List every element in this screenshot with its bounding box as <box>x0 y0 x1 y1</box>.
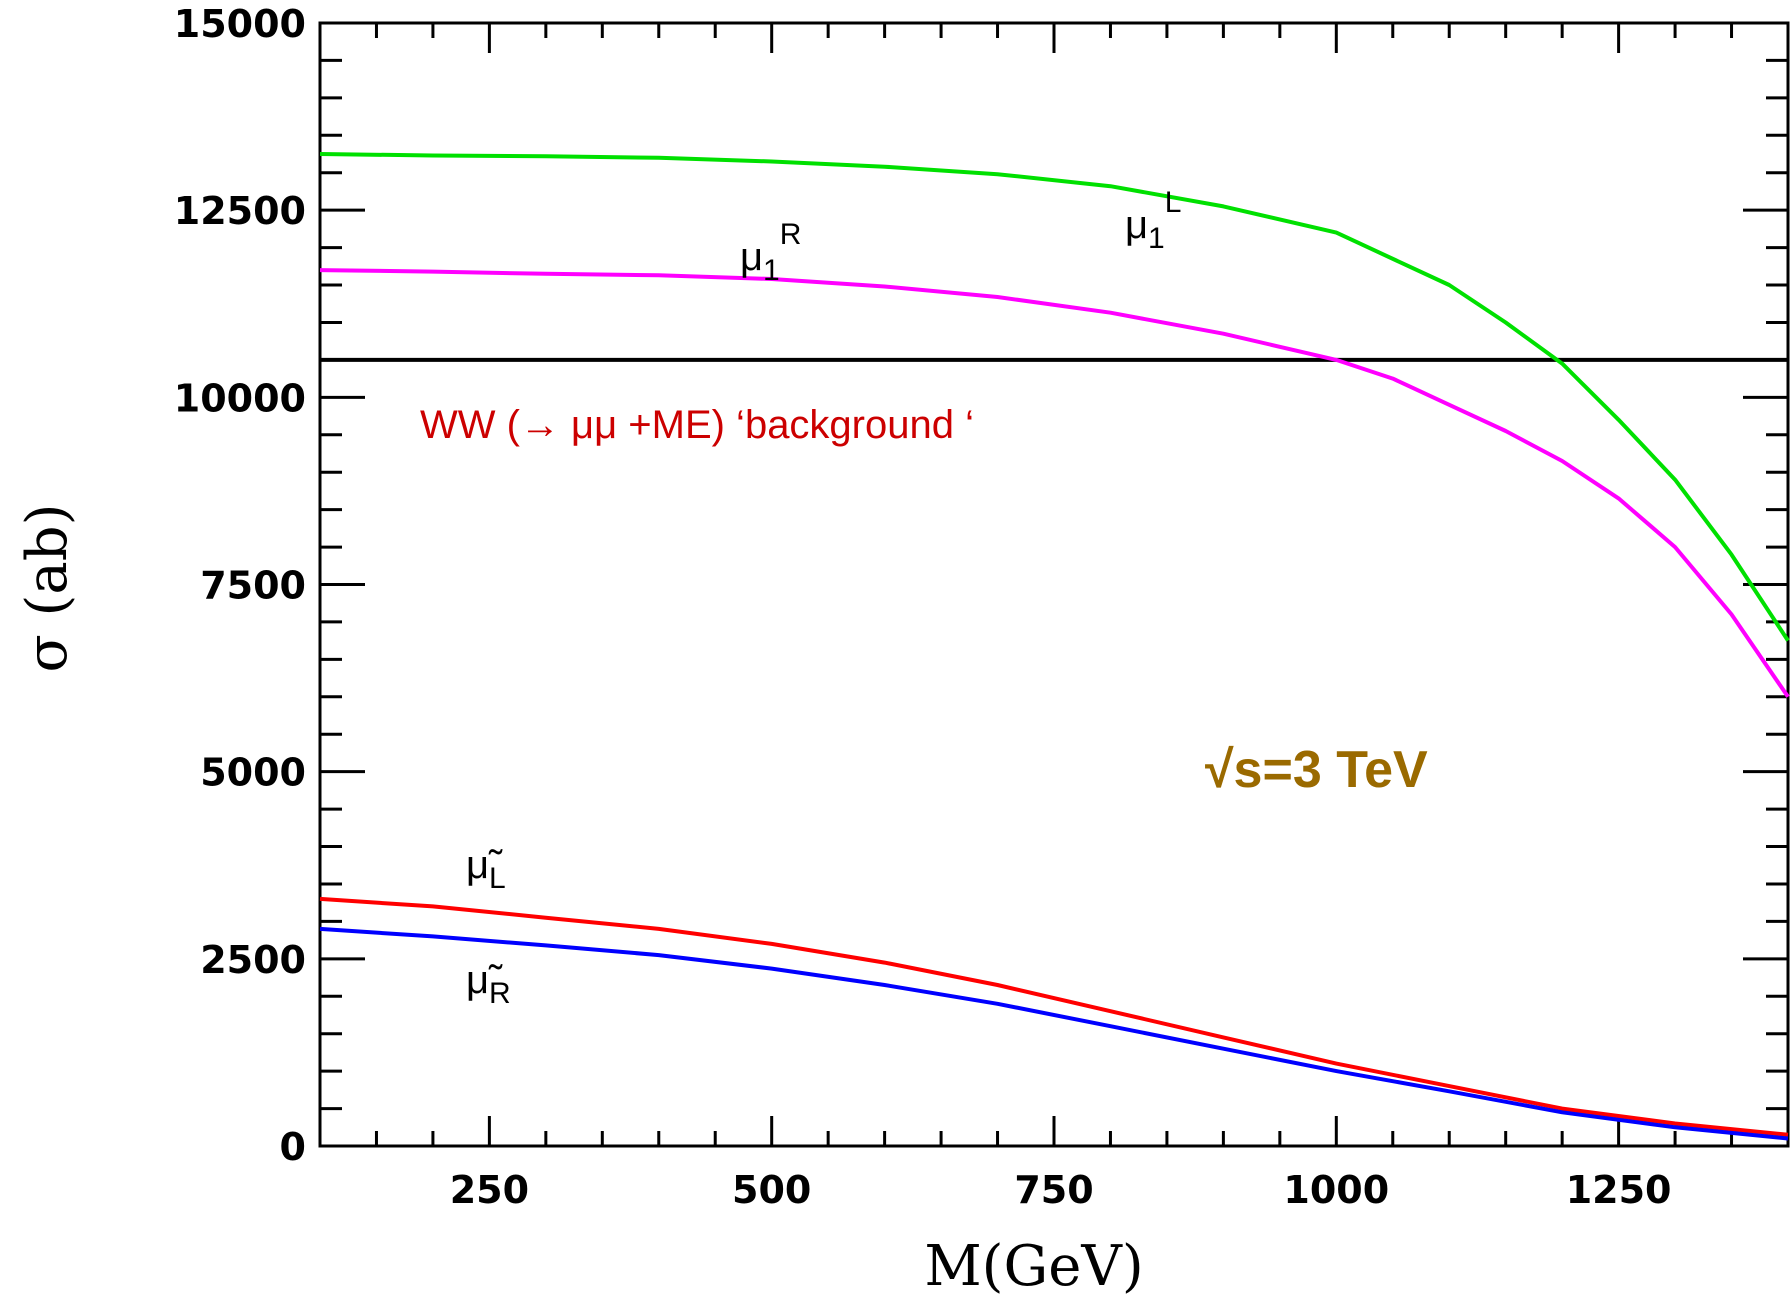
label-smuon-L: μ̃L <box>466 843 506 895</box>
smuon-R-line <box>319 926 1789 1141</box>
plot-frame <box>318 21 1790 1148</box>
x-tick-label: 1250 <box>1566 1168 1672 1212</box>
x-tick-label: 250 <box>450 1168 529 1212</box>
y-tick-label: 7500 <box>200 564 306 608</box>
y-tick-label: 12500 <box>174 189 306 233</box>
y-tick-label: 15000 <box>174 2 306 46</box>
y-tick-label: 2500 <box>200 938 306 982</box>
series-lines <box>319 152 1790 1141</box>
y-tick-label: 5000 <box>200 751 306 795</box>
mu1-R-line <box>319 268 1790 698</box>
axis-ticks <box>320 23 1788 1146</box>
y-axis-title: σ (ab) <box>15 504 80 673</box>
plot-border <box>318 21 1790 1148</box>
x-tick-label: 750 <box>1014 1168 1093 1212</box>
y-tick-label: 10000 <box>174 376 306 420</box>
label-smuon-R: μ̃R <box>466 958 511 1010</box>
x-tick-label: 1000 <box>1283 1168 1389 1212</box>
x-axis-title: M(GeV) <box>924 1234 1143 1299</box>
energy-annotation: √s=3 TeV <box>1205 741 1428 799</box>
label-mu1-R: μ1R <box>740 218 801 287</box>
x-tick-label: 500 <box>732 1168 811 1212</box>
mu1-L-line <box>319 152 1790 642</box>
smuon-L-line <box>319 896 1789 1137</box>
tick-labels: 250 500 750 1000 125002500500075001000012500… <box>174 2 1672 1212</box>
background-annotation: WW (→ μμ +ME) ‘background ‘ <box>420 403 974 447</box>
y-tick-label: 0 <box>280 1125 306 1169</box>
label-mu1-L: μ1L <box>1125 186 1181 255</box>
